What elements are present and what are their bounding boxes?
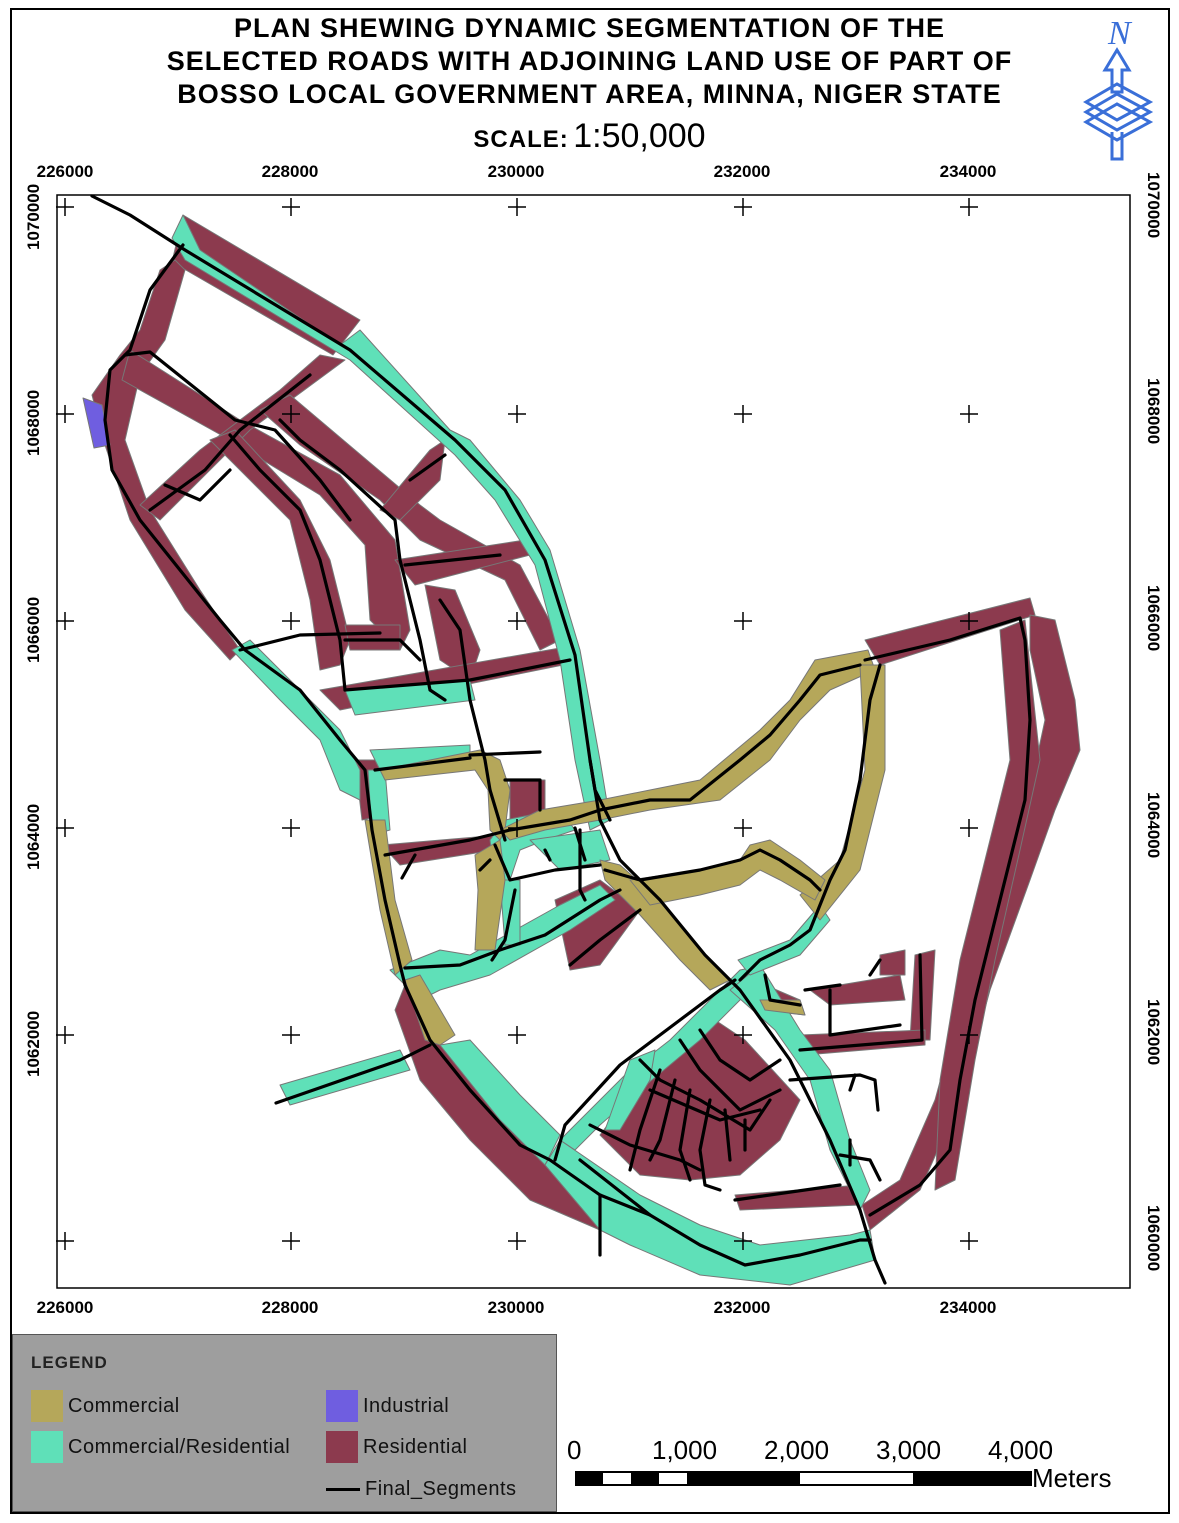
legend-title: LEGEND [31,1353,108,1372]
scale-label: SCALE: [473,126,569,153]
northing-right-label: 1062000 [1144,999,1163,1066]
legend-swatch [326,1431,358,1463]
grid-crosses [56,198,978,1250]
easting-bottom-label: 226000 [36,1298,94,1317]
map-legend: LEGEND Commercial Industrial Commercial/… [12,1334,557,1512]
easting-bottom-label: 234000 [939,1298,997,1317]
easting-top-label: 230000 [487,162,545,181]
scale-bar-tick-label: 2,000 [764,1435,830,1465]
legend-item-commercial: Commercial [31,1390,180,1422]
legend-label: Commercial [68,1394,180,1417]
legend-swatch [31,1390,63,1422]
legend-label: Residential [363,1435,468,1458]
scale-value: 1:50,000 [573,117,706,155]
northing-right-label: 1064000 [1144,792,1163,859]
legend-swatch [326,1390,358,1422]
northing-left-label: 1068000 [24,389,43,456]
scale-bar-graphic [575,1471,1032,1486]
legend-item-residential: Residential [326,1431,467,1463]
north-letter: N [1107,15,1133,52]
northing-left-label: 1064000 [24,803,43,870]
legend-label: Commercial/Residential [68,1435,291,1458]
easting-top-label: 232000 [713,162,771,181]
easting-top-label: 226000 [36,162,94,181]
legend-item-industrial: Industrial [326,1390,449,1422]
legend-item-final-segments: Final_Segments [326,1478,517,1501]
scale-bar-tick-label: 0 [567,1435,582,1465]
legend-item-commercial-residential: Commercial/Residential [31,1431,290,1463]
legend-swatch [31,1431,63,1463]
easting-bottom-label: 228000 [261,1298,319,1317]
northing-left-label: 1066000 [24,596,43,663]
northing-right-label: 1060000 [1144,1205,1163,1272]
map-canvas [56,194,1131,1289]
map-frame [10,8,1170,1514]
final-segments [90,194,1032,1285]
north-arrow-icon: N [1083,15,1154,161]
legend-line-swatch [326,1488,360,1491]
easting-bottom-label: 230000 [487,1298,545,1317]
northing-right-label: 1066000 [1144,585,1163,652]
easting-bottom-label: 232000 [713,1298,771,1317]
northing-left-label: 1070000 [24,183,43,250]
easting-top-label: 228000 [261,162,319,181]
northing-left-label: 1062000 [24,1010,43,1077]
scale-bar-tick-label: 3,000 [876,1435,942,1465]
map-title-line-3: BOSSO LOCAL GOVERNMENT AREA, MINNA, NIGE… [177,79,1002,109]
legend-label: Final_Segments [365,1478,517,1500]
map-title-line-2: SELECTED ROADS WITH ADJOINING LAND USE O… [166,46,1013,76]
easting-top-label: 234000 [939,162,997,181]
scale-bar-tick-label: 1,000 [652,1435,718,1465]
map-title-line-1: PLAN SHEWING DYNAMIC SEGMENTATION OF THE [234,13,945,43]
residential-zones [91,214,1081,1231]
scale-bar-units: Meters [1032,1463,1112,1493]
northing-right-label: 1068000 [1144,378,1163,445]
scale-statement: SCALE: 1:50,000 [0,118,1179,161]
legend-label: Industrial [363,1394,450,1417]
scale-bar: 0 1,000 2,000 3,000 4,000 Meters [567,1435,1170,1515]
northing-right-label: 1070000 [1144,172,1163,239]
scale-bar-tick-label: 4,000 [988,1435,1054,1465]
